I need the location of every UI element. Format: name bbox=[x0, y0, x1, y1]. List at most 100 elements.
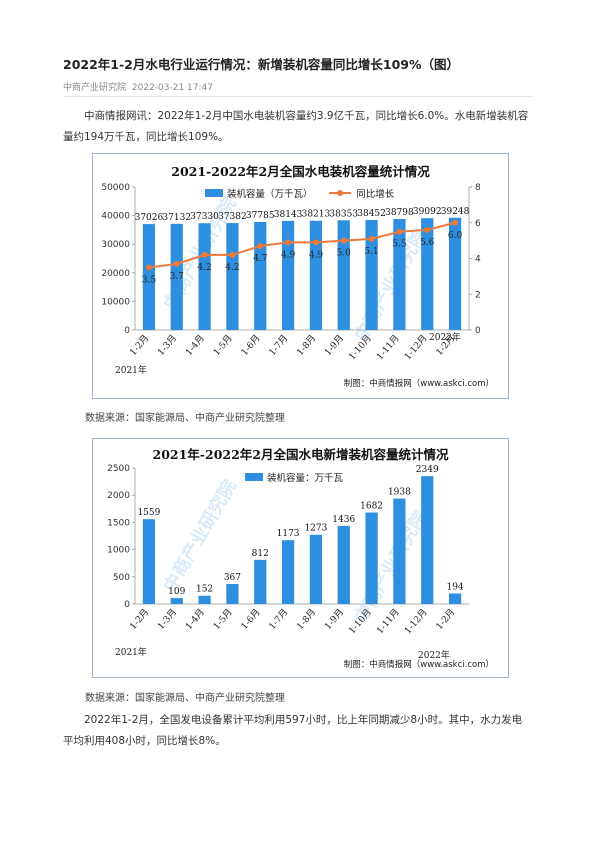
growth-point bbox=[173, 260, 180, 267]
bar-value-label: 38353 bbox=[329, 209, 358, 219]
chart-credit: 制图：中商情报网（www.askci.com） bbox=[344, 378, 494, 389]
growth-point bbox=[396, 228, 403, 235]
legend-label: 装机容量（万千瓦） bbox=[227, 188, 313, 200]
bar-value-label: 37785 bbox=[246, 211, 275, 221]
bar bbox=[198, 223, 211, 330]
growth-value-label: 4.7 bbox=[253, 254, 268, 264]
y-tick-label-right: 8 bbox=[475, 183, 481, 193]
source-note-2: 数据来源：国家能源局、中商产业研究院整理 bbox=[85, 693, 285, 704]
bar bbox=[198, 595, 211, 604]
chart-title: 2021年-2022年2月全国水电新增装机容量统计情况 bbox=[153, 447, 449, 462]
x-tick-label: 1-3月 bbox=[156, 333, 180, 358]
bar-value-label: 39092 bbox=[413, 207, 442, 217]
x-tick-label: 1-12月 bbox=[402, 333, 429, 362]
y-tick-label-right: 4 bbox=[475, 255, 481, 265]
y-tick-label-left: 1500 bbox=[107, 518, 130, 528]
article-title: 2022年1-2月水电行业运行情况：新增装机容量同比增长109%（图） bbox=[63, 57, 459, 72]
x-tick-label: 1-5月 bbox=[211, 607, 235, 632]
chart-title: 2021-2022年2月全国水电装机容量统计情况 bbox=[171, 164, 430, 179]
x-tick-label: 1-6月 bbox=[239, 333, 263, 358]
bar bbox=[142, 519, 156, 604]
year-label-end: 2022年 bbox=[429, 331, 461, 343]
x-tick-label: 1-11月 bbox=[374, 607, 401, 636]
y-tick-label-right: 0 bbox=[475, 326, 481, 336]
growth-point bbox=[201, 251, 208, 258]
x-tick-label: 1-2月 bbox=[128, 333, 152, 358]
bar-value-label: 2349 bbox=[416, 465, 439, 475]
chart-new-capacity-svg: 中商产业研究院 中商产业研究院2021年-2022年2月全国水电新增装机容量统计情… bbox=[107, 447, 494, 670]
bar-value-label: 1273 bbox=[304, 524, 327, 534]
y-tick-label-left: 0 bbox=[124, 326, 130, 336]
y-tick-label-right: 2 bbox=[475, 290, 481, 300]
legend-swatch-marker bbox=[337, 190, 344, 196]
growth-point bbox=[257, 242, 264, 249]
bar bbox=[226, 584, 239, 604]
bar-value-label: 38213 bbox=[302, 210, 331, 220]
intro-paragraph: 中商情报网讯：2022年1-2月中国水电装机容量约3.9亿千瓦，同比增长6.0%… bbox=[63, 106, 535, 148]
bar-value-label: 1173 bbox=[277, 529, 300, 539]
bar-value-label: 37132 bbox=[162, 213, 191, 223]
year-label-end: 2022年 bbox=[418, 649, 450, 661]
outro-paragraph: 2022年1-2月，全国发电设备累计平均利用597小时，比上年同期减少8小时。其… bbox=[63, 710, 535, 752]
bar bbox=[254, 221, 267, 330]
year-label-start: 2021年 bbox=[115, 646, 147, 658]
bar-value-label: 152 bbox=[196, 585, 213, 595]
bar bbox=[337, 220, 350, 330]
growth-point bbox=[340, 237, 347, 244]
bar-value-label: 39248 bbox=[441, 207, 470, 217]
bar-value-label: 1559 bbox=[137, 508, 160, 518]
bar-value-label: 38452 bbox=[357, 209, 386, 219]
chart-capacity-svg: 中商产业研究院中商产业研究院2021-2022年2月全国水电装机容量统计情况01… bbox=[101, 164, 494, 389]
chart-credit: 制图：中商情报网（www.askci.com） bbox=[344, 659, 494, 670]
y-tick-label-right: 6 bbox=[475, 219, 481, 229]
growth-point bbox=[145, 264, 152, 271]
y-tick-label-left: 10000 bbox=[101, 297, 130, 307]
x-tick-label: 1-2月 bbox=[434, 607, 458, 632]
article-meta: 中商产业研究院 2022-03-21 17:47 bbox=[63, 80, 216, 93]
bar bbox=[281, 220, 295, 330]
legend-label: 同比增长 bbox=[356, 188, 395, 200]
x-tick-label: 1-6月 bbox=[239, 607, 263, 632]
y-tick-label-left: 2500 bbox=[107, 464, 130, 474]
growth-value-label: 3.5 bbox=[142, 275, 157, 285]
growth-value-label: 6.0 bbox=[448, 231, 463, 241]
x-tick-label: 1-7月 bbox=[267, 607, 291, 632]
legend-label: 装机容量：万千瓦 bbox=[267, 472, 344, 484]
y-tick-label-left: 20000 bbox=[101, 269, 130, 279]
bar-value-label: 37026 bbox=[135, 213, 164, 223]
bar bbox=[393, 498, 406, 604]
x-tick-label: 1-3月 bbox=[156, 607, 180, 632]
x-tick-label: 1-7月 bbox=[267, 333, 291, 358]
source-org[interactable]: 中商产业研究院 bbox=[63, 83, 127, 93]
intro-line-2: 量约194万千瓦，同比增长109%。 bbox=[63, 131, 229, 143]
growth-value-label: 4.9 bbox=[281, 250, 296, 260]
growth-value-label: 3.7 bbox=[170, 272, 185, 282]
growth-value-label: 5.1 bbox=[364, 247, 378, 257]
bar bbox=[170, 598, 183, 604]
growth-value-label: 4.2 bbox=[225, 263, 239, 273]
growth-line bbox=[148, 221, 456, 269]
bar bbox=[254, 559, 267, 604]
bar bbox=[309, 220, 323, 330]
source-note-1: 数据来源：国家能源局、中商产业研究院整理 bbox=[85, 413, 285, 424]
bar-value-label: 38798 bbox=[385, 208, 414, 218]
x-tick-label: 1-9月 bbox=[323, 607, 347, 632]
growth-value-label: 5.5 bbox=[392, 240, 407, 250]
bar bbox=[170, 223, 183, 330]
bar bbox=[421, 476, 434, 604]
intro-line-1: 中商情报网讯：2022年1-2月中国水电装机容量约3.9亿千瓦，同比增长6.0%… bbox=[84, 110, 529, 122]
bar bbox=[393, 219, 406, 330]
legend-swatch-bar bbox=[245, 473, 263, 481]
x-tick-label: 1-5月 bbox=[211, 333, 235, 358]
x-tick-label: 1-8月 bbox=[295, 607, 319, 632]
x-tick-label: 1-8月 bbox=[295, 333, 319, 358]
header-divider bbox=[63, 96, 533, 97]
bar bbox=[281, 540, 295, 604]
x-tick-label: 1-4月 bbox=[183, 333, 207, 358]
bar bbox=[448, 217, 462, 330]
bar-value-label: 194 bbox=[446, 582, 463, 592]
growth-point bbox=[424, 226, 431, 233]
bar-value-label: 367 bbox=[224, 573, 241, 583]
y-tick-label-left: 50000 bbox=[101, 183, 130, 193]
